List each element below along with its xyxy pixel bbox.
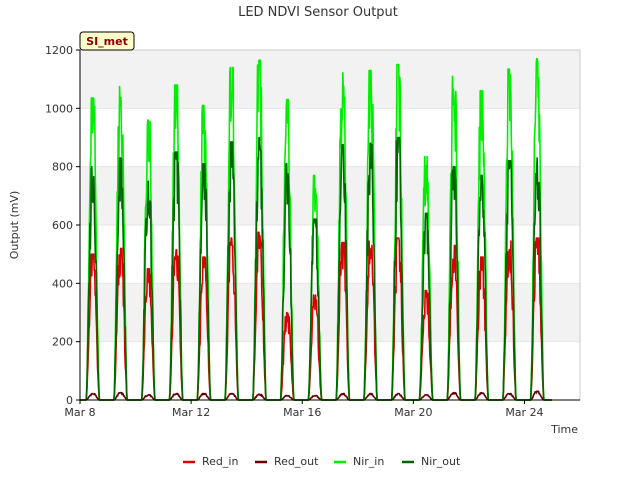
legend: Red_in Red_out Nir_in Nir_out (183, 455, 461, 468)
grid-bands (80, 49, 580, 401)
legend-item-nir-in: Nir_in (334, 455, 384, 468)
x-tick-label: Mar 16 (283, 406, 321, 419)
site-badge-label: SI_met (86, 35, 128, 48)
x-tick-label: Mar 8 (64, 406, 95, 419)
grid-band (80, 341, 580, 400)
y-tick-labels: 0 200 400 600 800 1000 1200 (45, 44, 80, 407)
legend-item-nir-out: Nir_out (402, 455, 461, 468)
site-badge-box (79, 31, 135, 51)
grid-band (80, 108, 580, 167)
grid-band (80, 50, 580, 109)
chart-title: LED NDVI Sensor Output (238, 5, 398, 20)
series-line-nir-out (80, 136, 552, 401)
y-tick-label: 0 (66, 394, 73, 407)
y-tick-label: 400 (52, 277, 73, 290)
legend-label: Nir_out (421, 455, 461, 468)
x-tick-labels: Mar 8 Mar 12 Mar 16 Mar 20 Mar 24 (64, 400, 544, 419)
grid-band (80, 166, 580, 225)
site-badge: SI_met (79, 31, 135, 51)
grid-band (80, 283, 580, 342)
x-tick-label: Mar 12 (172, 406, 210, 419)
y-tick-label: 800 (52, 161, 73, 174)
grid-band (80, 225, 580, 284)
y-tick-label: 1200 (45, 44, 73, 57)
legend-item-red-out: Red_out (255, 455, 319, 468)
series-layer (80, 58, 552, 401)
x-tick-label: Mar 20 (394, 406, 432, 419)
legend-label: Red_out (274, 455, 319, 468)
y-tick-label: 600 (52, 219, 73, 232)
series-line-red-out (80, 390, 552, 401)
y-tick-label: 200 (52, 336, 73, 349)
legend-item-red-in: Red_in (183, 455, 238, 468)
x-axis-label: Time (550, 423, 578, 436)
x-tick-label: Mar 24 (505, 406, 543, 419)
legend-label: Red_in (202, 455, 238, 468)
y-axis-label: Output (mV) (8, 191, 21, 260)
legend-label: Nir_in (353, 455, 384, 468)
y-tick-label: 1000 (45, 102, 73, 115)
